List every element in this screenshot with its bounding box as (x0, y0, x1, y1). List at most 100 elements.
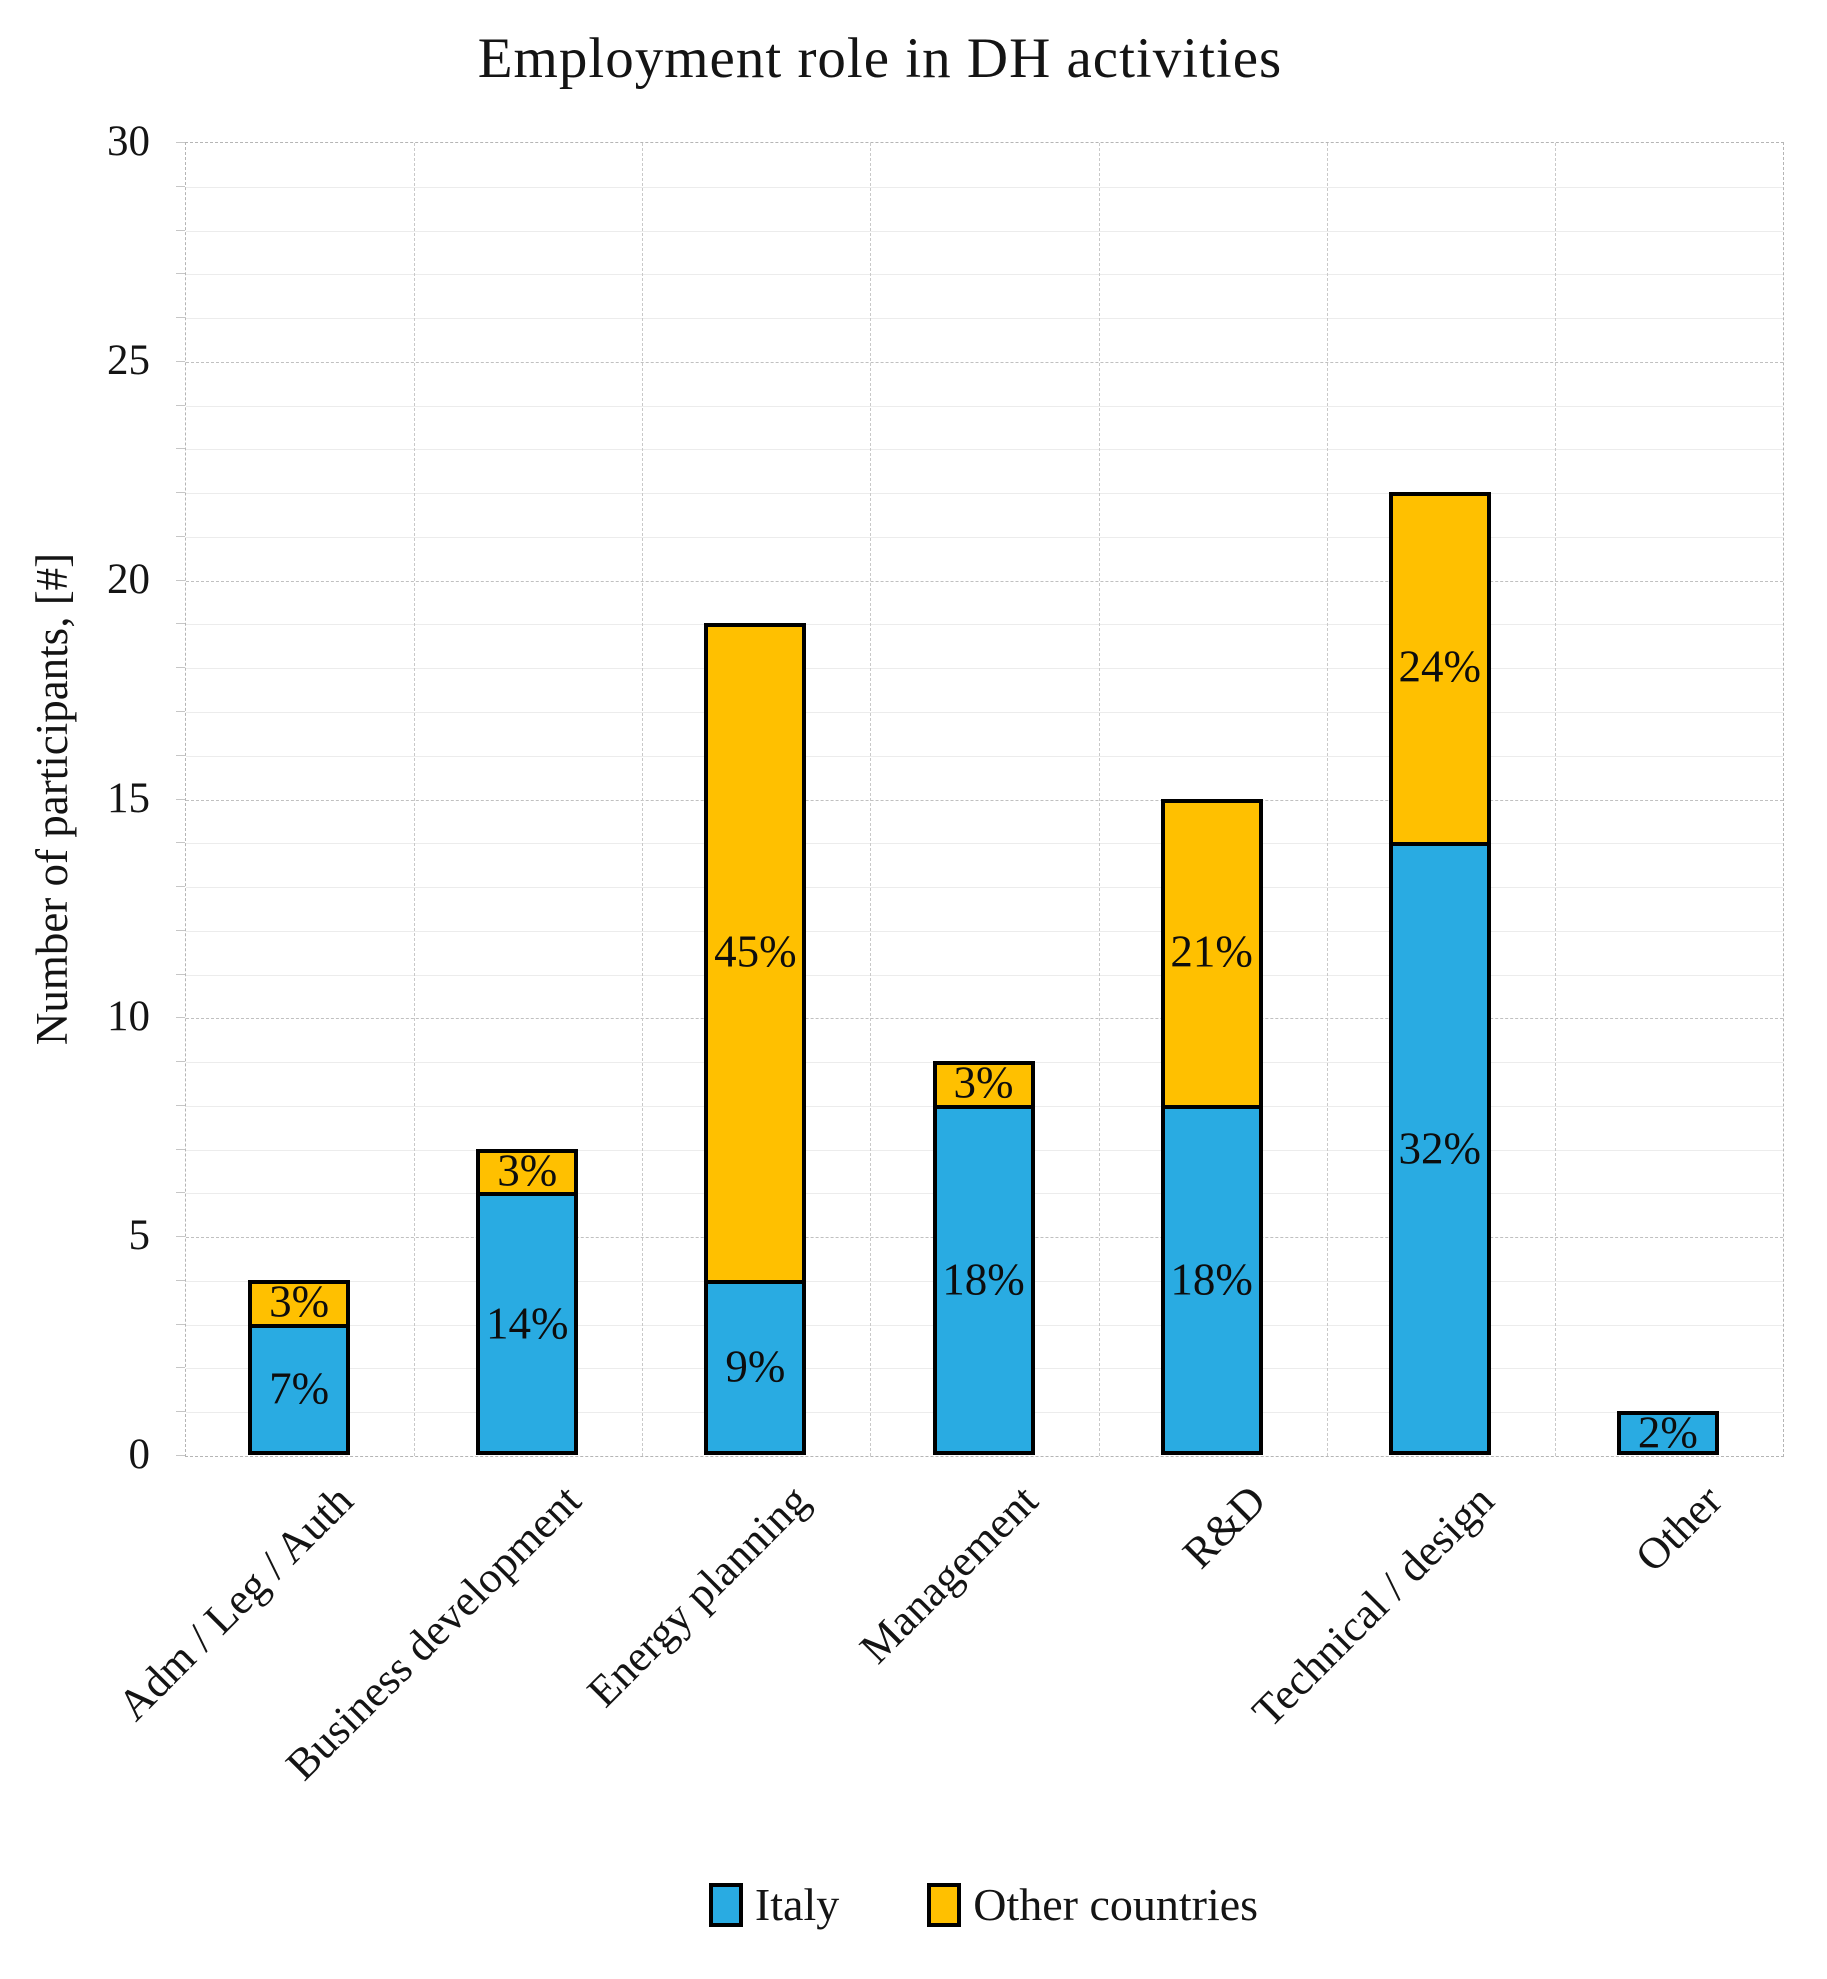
bar-segment-other-countries (1160, 798, 1263, 1105)
y-axis-tick (176, 1236, 185, 1238)
y-axis-tick (176, 1411, 185, 1413)
y-axis-tick (176, 317, 185, 319)
bar-segment-italy (476, 1192, 579, 1455)
y-tick-label: 5 (128, 1212, 151, 1260)
y-axis-tick (176, 1279, 185, 1281)
major-gridline (186, 799, 1783, 801)
minor-gridline (186, 318, 1783, 320)
x-axis-label: Technical / design (1242, 1475, 1504, 1737)
y-tick-label: 25 (107, 336, 150, 384)
minor-gridline (186, 974, 1783, 976)
major-gridline (186, 1018, 1783, 1020)
minor-gridline (186, 624, 1783, 626)
bar-segment-italy (1388, 842, 1491, 1455)
y-axis-tick (176, 535, 185, 537)
y-tick-label: 20 (107, 555, 150, 603)
x-axis-label: Adm / Leg / Auth (108, 1475, 363, 1730)
bar-segment-other-countries (476, 1148, 579, 1193)
bar-segment-italy (1160, 1104, 1263, 1455)
y-axis-tick (176, 448, 185, 450)
category-gridline (1098, 143, 1100, 1456)
y-axis-tick (176, 1148, 185, 1150)
bar-segment-italy (1616, 1411, 1719, 1455)
bar-segment-italy (932, 1104, 1035, 1455)
bar-data-label: 18% (942, 1254, 1025, 1305)
y-axis-tick (176, 929, 185, 931)
y-axis-tick (176, 754, 185, 756)
y-axis-tick (176, 229, 185, 231)
y-axis-tick (176, 710, 185, 712)
bar-data-label: 45% (714, 926, 797, 977)
bar-data-label: 14% (485, 1298, 569, 1349)
x-axis-label: Management (849, 1475, 1047, 1673)
bar-data-label: 21% (1170, 926, 1253, 977)
bar-data-label: 9% (725, 1341, 786, 1392)
x-axis-label: Other (1625, 1475, 1732, 1582)
y-axis-tick (176, 1061, 185, 1063)
y-axis-tick (176, 579, 185, 581)
y-axis-tick (176, 623, 185, 625)
major-gridline (186, 361, 1783, 363)
legend-label: Other countries (973, 1879, 1259, 1930)
legend-item: Other countries (927, 1878, 1258, 1931)
y-tick-label: 10 (107, 993, 150, 1041)
bar-segment-other-countries (1388, 492, 1491, 843)
y-axis-tick (176, 1455, 185, 1456)
legend-swatch (708, 1882, 743, 1927)
minor-gridline (186, 930, 1783, 932)
bar-data-label: 24% (1398, 641, 1482, 692)
y-tick-label: 30 (107, 118, 150, 165)
y-tick-label: 0 (128, 1431, 151, 1478)
y-axis-tick (176, 1323, 185, 1325)
minor-gridline (186, 755, 1783, 757)
bar-data-label: 7% (269, 1363, 330, 1414)
y-axis-tick (176, 273, 185, 275)
major-gridline (186, 580, 1783, 582)
category-gridline (1554, 143, 1556, 1456)
minor-gridline (186, 449, 1783, 451)
minor-gridline (186, 405, 1783, 407)
bar-data-label: 3% (269, 1276, 330, 1327)
x-axis-label: R&D (1172, 1475, 1275, 1578)
minor-gridline (186, 843, 1783, 845)
y-axis-tick (176, 973, 185, 975)
minor-gridline (186, 711, 1783, 713)
category-gridline (414, 143, 416, 1456)
bar-data-label: 3% (953, 1057, 1014, 1108)
category-gridline (642, 143, 644, 1456)
x-axis-label: Energy planning (578, 1475, 819, 1717)
y-axis-tick (176, 185, 185, 187)
y-axis-tick (176, 360, 185, 362)
y-axis-tick (176, 404, 185, 406)
y-axis-tick (176, 667, 185, 669)
category-gridline (1326, 143, 1328, 1456)
minor-gridline (186, 668, 1783, 670)
legend-item: Italy (708, 1878, 840, 1931)
bar-data-label: 2% (1637, 1407, 1698, 1458)
y-axis-tick (176, 1367, 185, 1369)
legend-label: Italy (754, 1879, 840, 1930)
minor-gridline (186, 274, 1783, 276)
bar-data-label: 3% (497, 1145, 558, 1196)
y-tick-label: 15 (107, 774, 150, 822)
y-axis-tick (176, 1192, 185, 1194)
y-axis-tick (176, 492, 185, 494)
bar-segment-other-countries (932, 1061, 1035, 1105)
y-axis-tick (176, 1104, 185, 1106)
y-axis-tick (176, 842, 185, 844)
bar-data-label: 32% (1398, 1123, 1482, 1174)
y-axis-tick (176, 142, 185, 143)
bar-segment-other-countries (248, 1279, 351, 1324)
minor-gridline (186, 186, 1783, 188)
bar-segment-italy (704, 1279, 807, 1455)
legend-swatch (927, 1882, 962, 1927)
bar-segment-other-countries (704, 623, 807, 1280)
minor-gridline (186, 230, 1783, 232)
y-axis-tick (176, 1017, 185, 1019)
y-axis-tick (176, 886, 185, 888)
category-gridline (870, 143, 872, 1456)
bar-segment-italy (248, 1323, 351, 1455)
chart-title: Employment role in DH activities (477, 27, 1283, 90)
minor-gridline (186, 536, 1783, 538)
